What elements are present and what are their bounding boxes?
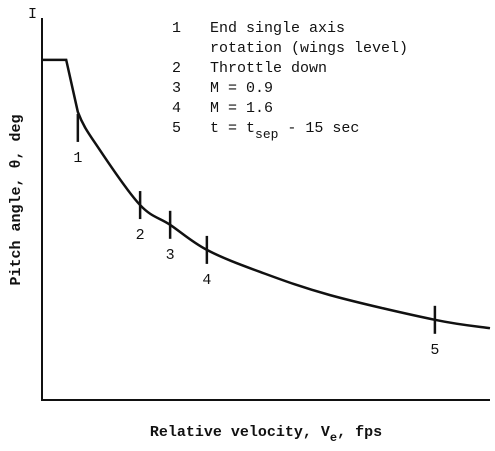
marker-label: 4 [202, 272, 211, 289]
legend-text: End single axis [210, 20, 345, 37]
legend-text: t = tsep - 15 sec [210, 120, 359, 142]
legend-number: 5 [172, 120, 181, 137]
x-axis-label: Relative velocity, Ve, fps [150, 424, 382, 445]
legend-text-part: t = t [210, 120, 255, 137]
y-axis-label: Pitch angle, θ, deg [8, 114, 25, 285]
legend-text: M = 0.9 [210, 80, 273, 97]
legend-text: rotation (wings level) [210, 40, 408, 57]
annotation: I [28, 6, 37, 23]
legend-text-part: - 15 sec [278, 120, 359, 137]
marker-label: 2 [136, 227, 145, 244]
legend-number: 2 [172, 60, 181, 77]
legend-subscript: sep [255, 127, 278, 142]
marker-label: 5 [430, 342, 439, 359]
legend-text: Throttle down [210, 60, 327, 77]
legend-number: 3 [172, 80, 181, 97]
marker-label: 3 [166, 247, 175, 264]
legend-text: M = 1.6 [210, 100, 273, 117]
legend-number: 4 [172, 100, 181, 117]
marker-label: 1 [73, 150, 82, 167]
legend-number: 1 [172, 20, 181, 37]
